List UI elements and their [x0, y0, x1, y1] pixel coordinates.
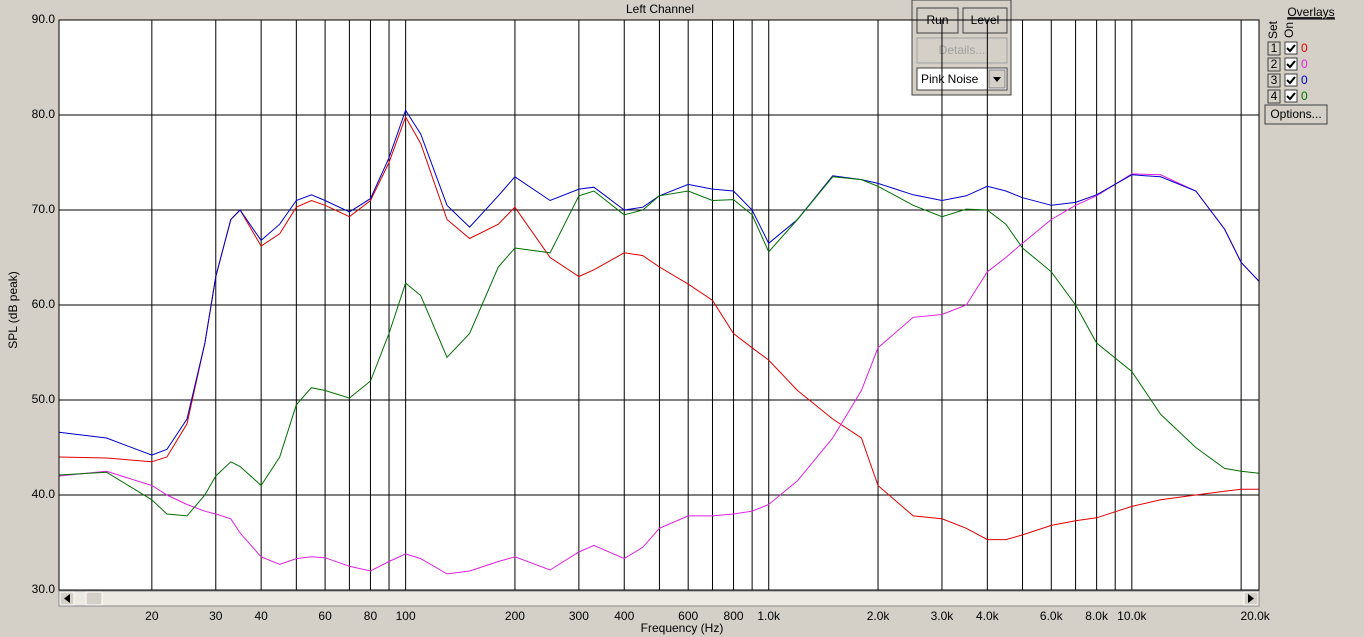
x-tick-label: 4.0k [976, 609, 1000, 623]
set-number: 2 [1271, 57, 1278, 71]
y-tick-label: 40.0 [32, 487, 56, 501]
set-button[interactable] [1267, 41, 1281, 56]
scroll-thumb[interactable] [85, 591, 103, 606]
button-label: Details... [939, 43, 986, 57]
set-button[interactable] [1267, 57, 1281, 72]
x-tick-label: 8.0k [1085, 609, 1109, 623]
x-tick-label: 1.0k [757, 609, 781, 623]
plot-border [58, 19, 1260, 591]
check-mark [1286, 76, 1296, 85]
y-tick-label: 50.0 [32, 392, 56, 406]
x-tick-label: 60 [318, 609, 332, 623]
overlay-checkbox[interactable] [1284, 89, 1298, 103]
x-tick-label: 6.0k [1040, 609, 1064, 623]
series-line [58, 115, 1259, 541]
x-tick-label: 40 [254, 609, 268, 623]
set-number: 3 [1271, 73, 1278, 87]
x-tick-label: 80 [364, 609, 378, 623]
y-axis-label: SPL (dB peak) [6, 271, 20, 349]
series-line [58, 176, 1260, 517]
check-mark [1286, 60, 1296, 69]
on-header: On [1282, 22, 1296, 38]
overlay-value: 0 [1301, 41, 1308, 55]
check-mark [1286, 44, 1296, 53]
overlays-panel: Overlays Set On Options... [1264, 5, 1335, 125]
options-button[interactable] [1264, 104, 1328, 125]
x-tick-label: 20 [145, 609, 159, 623]
overlay-value: 0 [1301, 89, 1308, 103]
set-button[interactable] [1267, 89, 1281, 104]
set-number: 1 [1271, 41, 1278, 55]
x-tick-label: 20.0k [1240, 609, 1270, 623]
x-tick-label: 30 [209, 609, 223, 623]
overlay-checkbox[interactable] [1284, 73, 1298, 87]
generator-select[interactable] [916, 67, 1008, 91]
x-tick-label: 300 [569, 609, 589, 623]
x-tick-label: 10.0k [1117, 609, 1147, 623]
overlay-checkbox[interactable] [1284, 57, 1298, 71]
overlays-title[interactable]: Overlays [1287, 5, 1334, 19]
scrollbar [58, 590, 1260, 607]
set-number: 4 [1271, 89, 1278, 103]
button-label: Options... [1270, 107, 1321, 121]
chart-title: Left Channel [626, 2, 694, 16]
scroll-track [58, 590, 1260, 607]
x-tick-label: 2.0k [867, 609, 891, 623]
y-tick-label: 30.0 [32, 582, 56, 596]
y-tick-label: 90.0 [32, 12, 56, 26]
y-tick-label: 60.0 [32, 297, 56, 311]
x-tick-label: 400 [614, 609, 634, 623]
arrow-icon [1248, 594, 1254, 603]
set-button[interactable] [1267, 73, 1281, 88]
x-axis-label: Frequency (Hz) [641, 621, 724, 635]
select-value: Pink Noise [921, 72, 979, 86]
control-panel: Run Level Details... Pink Noise [911, 0, 1012, 96]
y-tick-label: 80.0 [32, 107, 56, 121]
overlay-checkbox[interactable] [1284, 41, 1298, 55]
details-button [916, 37, 1008, 64]
dropdown-icon [993, 77, 1001, 82]
x-tick-label: 3.0k [931, 609, 955, 623]
overlay-value: 0 [1301, 73, 1308, 87]
series-line [58, 109, 1260, 456]
check-mark [1286, 92, 1296, 101]
set-header: Set [1266, 20, 1280, 39]
series-line [58, 173, 1260, 575]
x-tick-label: 800 [724, 609, 744, 623]
x-tick-label: 100 [396, 609, 416, 623]
arrow-icon [64, 594, 70, 603]
x-tick-label: 200 [505, 609, 525, 623]
x-tick-label: 600 [678, 609, 698, 623]
y-tick-label: 70.0 [32, 202, 56, 216]
overlay-value: 0 [1301, 57, 1308, 71]
